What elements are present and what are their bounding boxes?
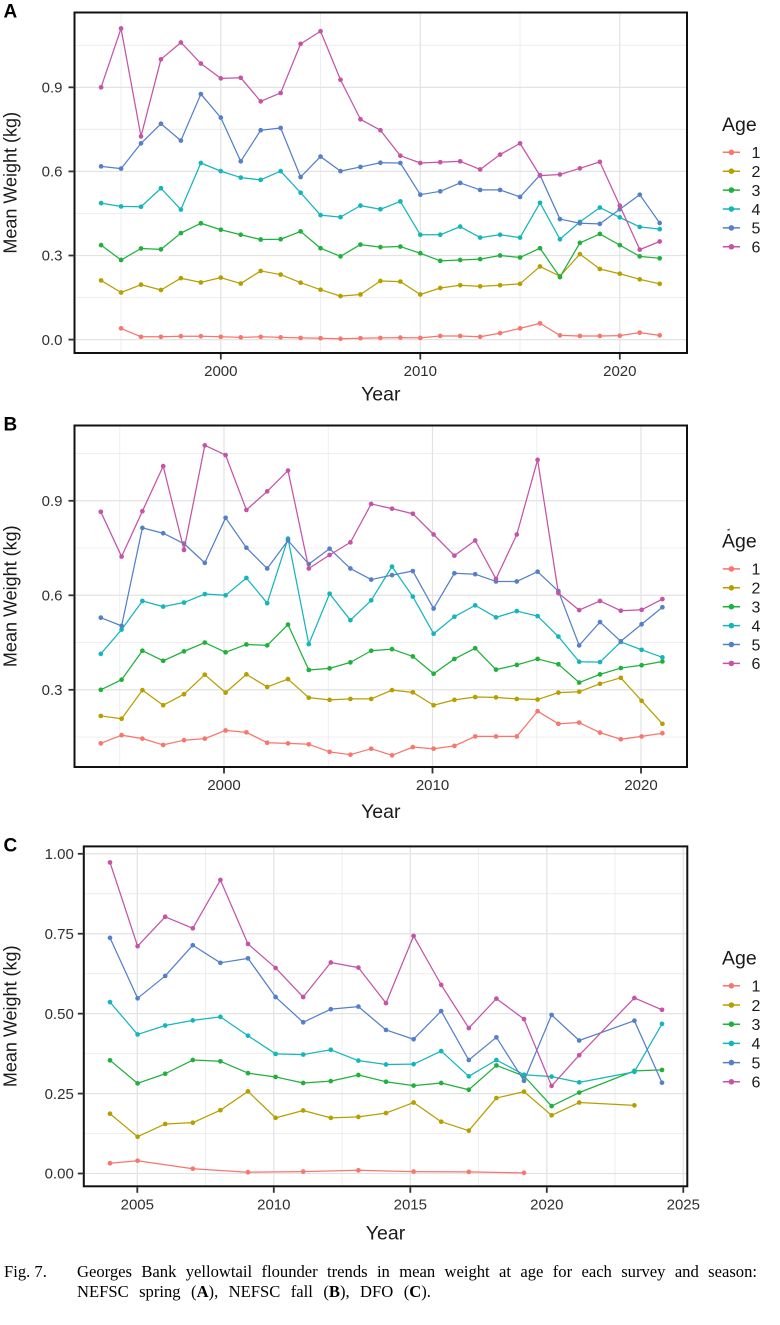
svg-text:B: B <box>4 415 18 436</box>
svg-text:Mean Weight (kg): Mean Weight (kg) <box>0 525 20 667</box>
svg-text:5: 5 <box>752 221 761 238</box>
svg-text:1.00: 1.00 <box>45 846 74 863</box>
svg-text:2010: 2010 <box>416 777 449 794</box>
svg-text:1: 1 <box>752 979 761 996</box>
svg-text:2020: 2020 <box>603 363 636 380</box>
svg-text:5: 5 <box>752 1055 761 1072</box>
svg-text:2: 2 <box>752 998 761 1015</box>
svg-text:2020: 2020 <box>624 777 657 794</box>
svg-text:Age: Age <box>722 948 757 970</box>
svg-text:0.6: 0.6 <box>42 164 63 181</box>
svg-text:Age: Age <box>722 114 757 136</box>
svg-text:0.50: 0.50 <box>45 1006 74 1023</box>
svg-text:2015: 2015 <box>394 1196 427 1213</box>
svg-text:0.0: 0.0 <box>42 332 63 349</box>
svg-text:6: 6 <box>752 656 761 673</box>
svg-text:3: 3 <box>752 600 761 617</box>
svg-text:Mean Weight (kg): Mean Weight (kg) <box>0 112 20 254</box>
svg-text:4: 4 <box>752 1036 761 1053</box>
svg-text:3: 3 <box>752 1017 761 1034</box>
svg-text:Year: Year <box>361 801 401 823</box>
svg-text:2000: 2000 <box>207 777 240 794</box>
svg-text:0.9: 0.9 <box>42 80 63 97</box>
svg-text:0.00: 0.00 <box>45 1166 74 1183</box>
svg-text:6: 6 <box>752 240 761 257</box>
svg-text:0.3: 0.3 <box>42 682 63 699</box>
svg-text:0.9: 0.9 <box>42 493 63 510</box>
svg-text:3: 3 <box>752 183 761 200</box>
svg-text:2000: 2000 <box>204 363 237 380</box>
svg-text:0.25: 0.25 <box>45 1086 74 1103</box>
svg-text:Mean Weight (kg): Mean Weight (kg) <box>0 945 20 1087</box>
svg-text:4: 4 <box>752 202 761 219</box>
svg-text:C: C <box>4 836 18 857</box>
svg-text:1: 1 <box>752 145 761 162</box>
svg-text:2005: 2005 <box>121 1196 154 1213</box>
svg-text:2010: 2010 <box>404 363 437 380</box>
svg-text:5: 5 <box>752 637 761 654</box>
svg-text:2: 2 <box>752 164 761 181</box>
svg-text:2020: 2020 <box>530 1196 563 1213</box>
svg-text:2: 2 <box>752 581 761 598</box>
svg-text:Year: Year <box>366 1222 406 1244</box>
svg-text:0.3: 0.3 <box>42 248 63 265</box>
svg-text:0.6: 0.6 <box>42 588 63 605</box>
svg-text:Age: Age <box>722 531 757 553</box>
svg-text:0.75: 0.75 <box>45 926 74 943</box>
svg-text:4: 4 <box>752 618 761 635</box>
svg-text:2025: 2025 <box>667 1196 700 1213</box>
svg-text:6: 6 <box>752 1075 761 1092</box>
svg-text:1: 1 <box>752 562 761 579</box>
svg-text:Year: Year <box>361 384 401 406</box>
svg-text:2010: 2010 <box>257 1196 290 1213</box>
svg-text:A: A <box>4 2 18 23</box>
